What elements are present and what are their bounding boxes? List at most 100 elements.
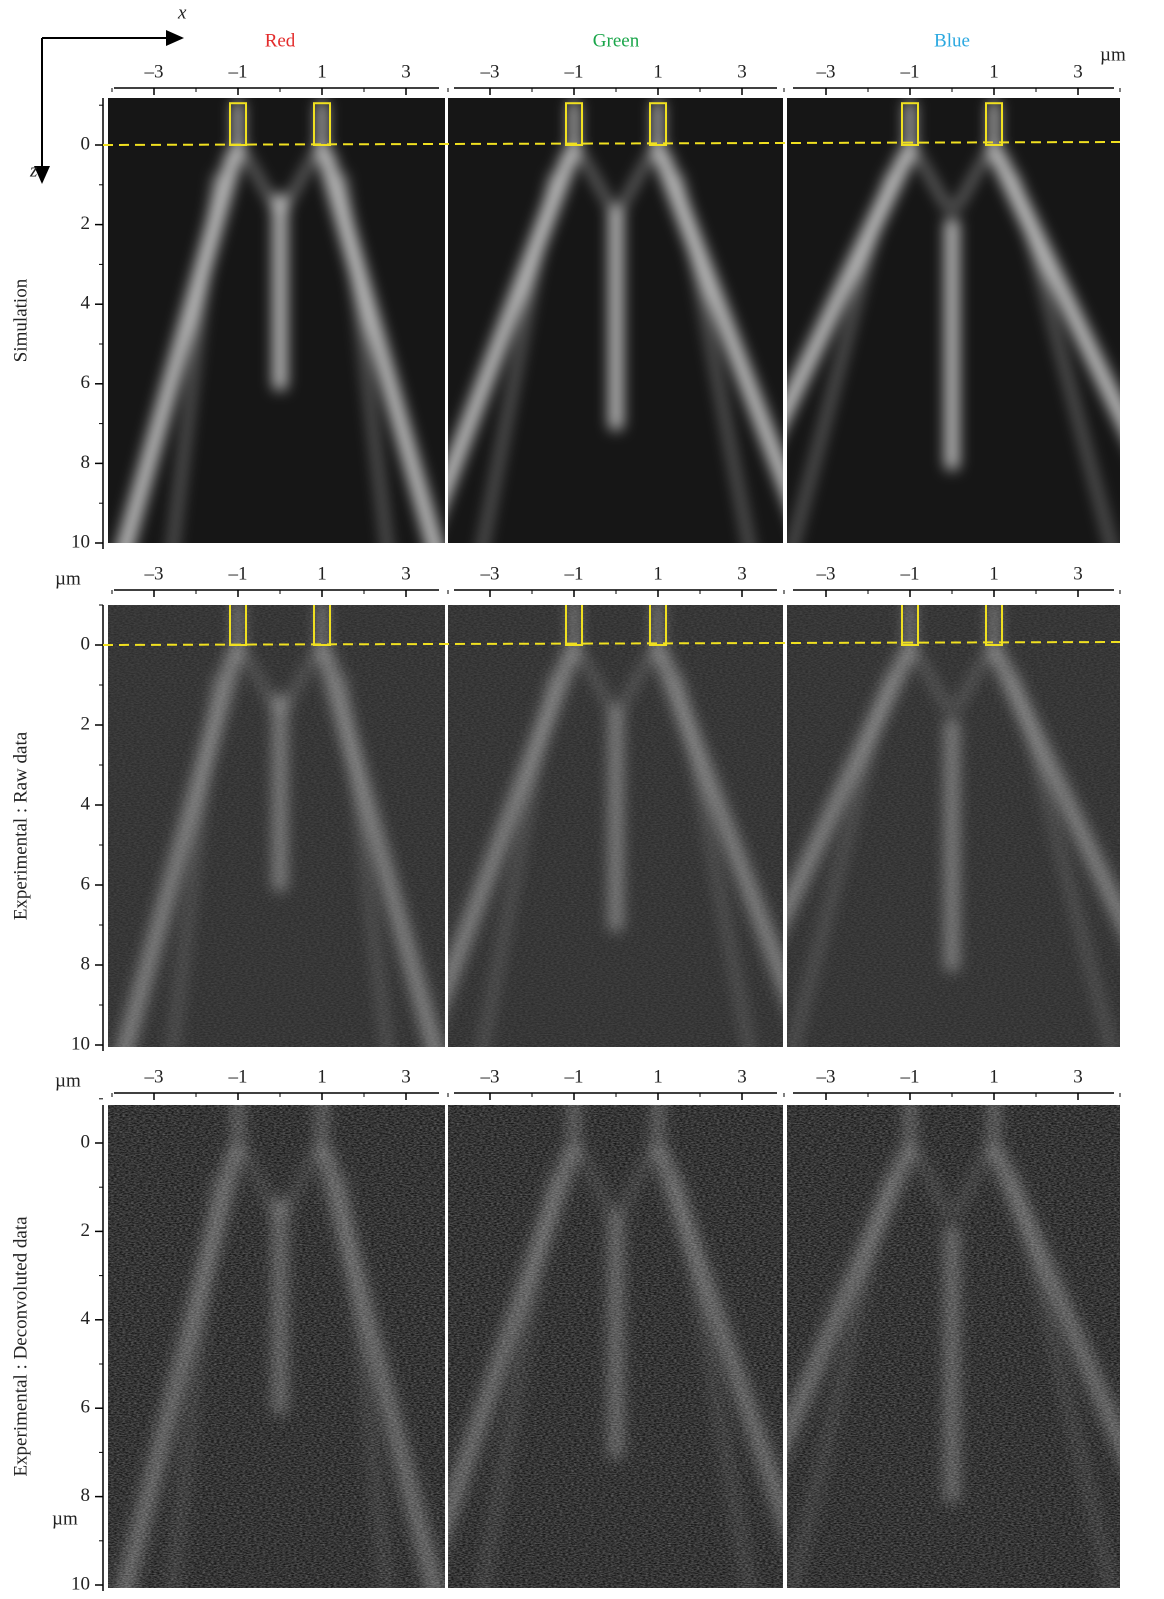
x-tick-label: –3 (480, 563, 500, 584)
beam (675, 172, 753, 543)
x-tick-label: –1 (228, 563, 248, 584)
beam (911, 145, 951, 212)
unit-label: µm (55, 1070, 81, 1091)
column-label: Green (593, 30, 640, 51)
beam (1011, 172, 1115, 543)
x-tick-label: 1 (653, 1066, 663, 1087)
z-tick-label: 0 (81, 133, 91, 154)
x-tick-label: –3 (480, 61, 500, 82)
source-box (649, 102, 667, 146)
x-tick-label: 1 (317, 563, 327, 584)
x-tick-label: 3 (1073, 1066, 1083, 1087)
image-panel (787, 605, 1120, 1047)
image-panel (448, 98, 783, 543)
x-tick-label: 3 (1073, 563, 1083, 584)
z-tick-label: 2 (81, 1220, 91, 1241)
z-tick-label: 8 (81, 452, 91, 473)
z-tick-label: 10 (71, 1033, 90, 1054)
z0-dashed-line (102, 641, 1121, 646)
beam (169, 172, 221, 543)
x-tick-label: –1 (900, 563, 920, 584)
source-box (565, 102, 583, 146)
z-tick-label: 4 (81, 1308, 91, 1329)
image-panel (448, 605, 783, 1047)
x-tick-label: 3 (737, 61, 747, 82)
image-panel (787, 1105, 1120, 1588)
beam (239, 145, 279, 212)
z-tick-label: 4 (81, 293, 91, 314)
z-tick-label: 2 (81, 213, 91, 234)
image-panel (787, 98, 1120, 543)
row-label: Experimental : Raw data (10, 731, 31, 920)
row-label: Experimental : Deconvoluted data (10, 1216, 31, 1477)
beam (617, 145, 657, 212)
column-label: Red (265, 30, 296, 51)
image-panel (108, 605, 445, 1047)
image-panel (108, 1105, 445, 1588)
z-tick-label: 0 (81, 1131, 91, 1152)
x-tick-label: –3 (144, 563, 164, 584)
beam (479, 172, 557, 543)
unit-label: µm (1100, 44, 1126, 65)
x-tick-label: –1 (228, 61, 248, 82)
x-tick-label: –1 (900, 61, 920, 82)
noise (448, 605, 783, 1047)
x-tick-label: –3 (816, 61, 836, 82)
x-tick-label: –1 (228, 1066, 248, 1087)
column-label: Blue (934, 30, 970, 51)
z-axis-label: z (29, 160, 38, 181)
noise (787, 605, 1120, 1047)
x-tick-label: 3 (737, 563, 747, 584)
x-tick-label: –3 (816, 563, 836, 584)
beam-pattern (117, 100, 443, 543)
image-panel (108, 98, 445, 543)
noise (108, 1105, 445, 1588)
image-panel (448, 1105, 783, 1588)
x-tick-label: 1 (989, 563, 999, 584)
x-tick-label: –3 (144, 61, 164, 82)
x-tick-label: 1 (317, 1066, 327, 1087)
x-tick-label: –1 (564, 1066, 584, 1087)
x-tick-label: 1 (653, 61, 663, 82)
x-tick-label: –1 (564, 61, 584, 82)
beam (575, 145, 615, 212)
z0-dashed-line (102, 141, 1121, 146)
x-tick-label: 3 (737, 1066, 747, 1087)
x-tick-label: –3 (144, 1066, 164, 1087)
x-tick-label: 3 (1073, 61, 1083, 82)
z-tick-label: 0 (81, 633, 91, 654)
x-axis-label: x (177, 2, 187, 23)
x-tick-label: –3 (816, 1066, 836, 1087)
axes-arrows (34, 30, 184, 184)
source-box (313, 102, 331, 146)
beam (281, 145, 321, 212)
source-box (649, 605, 667, 646)
source-box (901, 605, 919, 646)
x-tick-label: –3 (480, 1066, 500, 1087)
source-box (313, 605, 331, 646)
row-label: Simulation (10, 278, 31, 362)
source-box (985, 102, 1003, 146)
z-tick-label: 6 (81, 372, 91, 393)
beam (953, 145, 993, 212)
noise (787, 1105, 1120, 1588)
beam (339, 172, 391, 543)
x-tick-label: 3 (401, 1066, 411, 1087)
x-tick-label: 1 (317, 61, 327, 82)
unit-label: µm (55, 568, 81, 589)
noise (448, 1105, 783, 1588)
x-tick-label: 1 (653, 563, 663, 584)
unit-label: µm (52, 1508, 78, 1529)
z-tick-label: 6 (81, 1397, 91, 1418)
z-tick-label: 8 (81, 1485, 91, 1506)
x-tick-label: 3 (401, 61, 411, 82)
z-tick-label: 10 (71, 531, 90, 552)
z-tick-label: 4 (81, 793, 91, 814)
beam-pattern (787, 100, 1120, 543)
x-tick-label: –1 (564, 563, 584, 584)
source-box (901, 102, 919, 146)
source-box (985, 605, 1003, 646)
x-tick-label: 1 (989, 1066, 999, 1087)
z-tick-label: 10 (71, 1573, 90, 1594)
